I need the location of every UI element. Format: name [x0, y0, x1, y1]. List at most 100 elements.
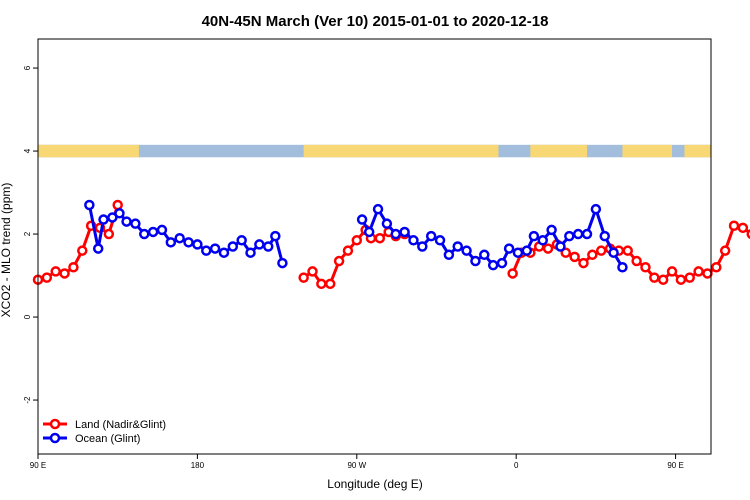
data-point	[617, 262, 628, 273]
legend-marker	[49, 418, 61, 430]
data-point	[512, 247, 524, 258]
data-point	[363, 226, 375, 238]
data-point	[693, 266, 704, 277]
data-point	[564, 230, 575, 242]
data-point	[537, 235, 548, 246]
series-layer	[32, 199, 750, 290]
data-point	[227, 241, 239, 252]
band-land-segment	[622, 144, 673, 158]
y-tick-label: 4	[23, 148, 32, 153]
data-point	[546, 224, 557, 236]
y-tick-label: 6	[23, 65, 32, 70]
legend: Land (Nadir&Glint) Ocean (Glint)	[43, 418, 166, 445]
data-point	[270, 230, 281, 242]
data-point	[139, 228, 150, 240]
y-tick-label: 0	[23, 314, 32, 319]
data-point	[746, 229, 750, 240]
data-point	[528, 230, 540, 242]
data-point	[114, 208, 125, 219]
data-point	[307, 266, 318, 277]
data-point	[351, 235, 363, 246]
x-tick-label: 90 E	[30, 461, 46, 470]
data-point	[262, 241, 274, 252]
y-axis-label: XCO2 - MLO trend (ppm)	[0, 183, 13, 318]
data-point	[92, 243, 104, 254]
data-point	[356, 214, 368, 225]
data-point	[666, 266, 678, 277]
data-point	[631, 255, 642, 267]
data-point	[112, 199, 123, 211]
data-point	[599, 230, 610, 242]
axis-layer: -2 0 2 4 6 90 E 180 90 W 0 90 E	[23, 38, 712, 470]
data-point	[719, 245, 731, 256]
data-point	[640, 262, 651, 273]
legend-label: Ocean (Glint)	[75, 433, 140, 445]
data-point	[702, 268, 713, 279]
data-point	[245, 247, 256, 258]
data-point	[342, 245, 354, 256]
x-tick-label: 90 E	[667, 461, 683, 470]
y-tick-label: 2	[23, 231, 32, 236]
data-point	[374, 232, 386, 244]
data-point	[41, 272, 53, 283]
data-point	[372, 203, 384, 215]
band-land-segment	[684, 144, 711, 158]
data-point	[569, 251, 580, 263]
data-point	[174, 232, 185, 244]
data-point	[277, 257, 288, 269]
data-point	[390, 228, 402, 240]
land-ocean-band	[38, 144, 711, 158]
data-point	[587, 249, 598, 261]
data-point	[316, 278, 327, 290]
data-point	[324, 278, 336, 290]
data-point	[209, 243, 221, 254]
data-point	[503, 243, 515, 254]
data-point	[452, 241, 463, 252]
data-point	[470, 255, 481, 267]
data-point	[657, 274, 669, 285]
y-tick-label: -2	[23, 396, 32, 404]
x-tick-label: 0	[514, 461, 519, 470]
data-point	[443, 249, 455, 261]
data-point	[156, 224, 168, 236]
data-point	[98, 214, 109, 225]
data-point	[479, 249, 490, 261]
data-point	[572, 228, 584, 240]
series-ocean	[84, 199, 628, 273]
data-point	[68, 262, 79, 273]
data-point	[408, 235, 419, 246]
band-land-segment	[38, 144, 139, 158]
data-point	[434, 235, 446, 246]
x-axis-label: Longitude (deg E)	[327, 477, 422, 491]
data-point	[103, 228, 115, 240]
plot-frame	[37, 38, 712, 455]
data-point	[560, 247, 572, 258]
band-land-segment	[303, 144, 499, 158]
data-point	[381, 218, 393, 229]
data-point	[417, 241, 428, 252]
series-line	[37, 204, 120, 282]
data-point	[622, 245, 634, 256]
data-point	[711, 262, 722, 273]
data-point	[183, 237, 194, 248]
data-point	[521, 245, 533, 256]
data-point	[254, 239, 265, 250]
data-point	[728, 220, 740, 231]
data-point	[77, 245, 88, 256]
legend-marker	[49, 432, 61, 444]
chart-title: 40N-45N March (Ver 10) 2015-01-01 to 202…	[202, 13, 549, 30]
data-point	[192, 239, 203, 250]
data-point	[595, 245, 607, 256]
data-point	[84, 199, 95, 211]
data-point	[121, 216, 132, 227]
data-point	[50, 266, 61, 277]
data-point	[555, 241, 566, 252]
data-point	[333, 255, 345, 267]
data-point	[59, 268, 70, 279]
data-point	[737, 222, 749, 234]
data-point	[581, 228, 593, 240]
data-point	[675, 274, 687, 285]
data-point	[399, 226, 410, 238]
